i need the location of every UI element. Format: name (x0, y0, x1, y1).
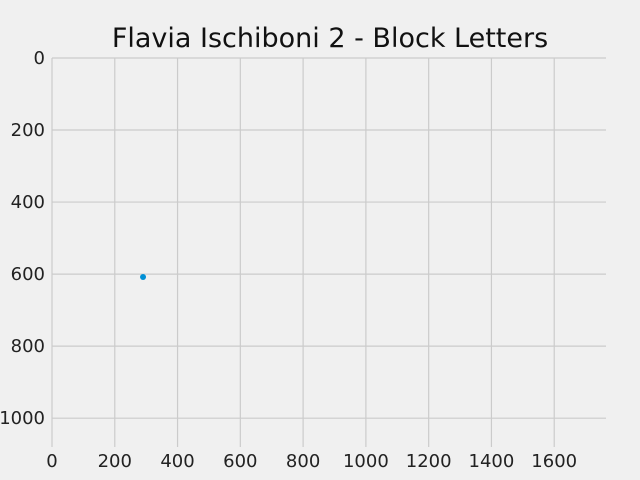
x-tick-label: 800 (286, 451, 320, 472)
x-tick-label: 600 (223, 451, 257, 472)
x-tick-label: 1400 (469, 451, 515, 472)
x-tick-label: 1000 (343, 451, 389, 472)
data-point (140, 273, 147, 280)
x-tick-label: 200 (98, 451, 132, 472)
x-tick-label: 1600 (531, 451, 577, 472)
x-tick-label: 0 (46, 451, 57, 472)
y-tick-label: 800 (11, 336, 45, 357)
x-tick-label: 400 (160, 451, 194, 472)
y-tick-label: 600 (11, 264, 45, 285)
y-tick-label: 0 (34, 48, 45, 69)
y-tick-label: 400 (11, 192, 45, 213)
x-tick-label: 1200 (406, 451, 452, 472)
chart-title: Flavia Ischiboni 2 - Block Letters (111, 23, 549, 54)
y-tick-label: 1000 (0, 408, 45, 429)
y-tick-label: 200 (11, 120, 45, 141)
